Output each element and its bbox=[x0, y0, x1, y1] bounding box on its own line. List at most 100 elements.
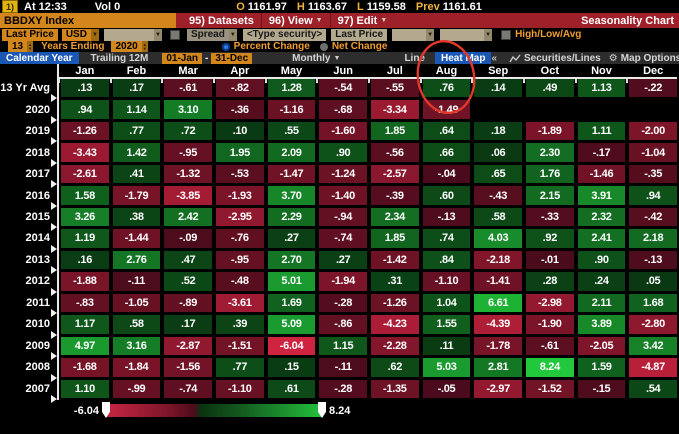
last-price-button[interactable]: Last Price bbox=[2, 28, 58, 41]
month-header-apr: Apr bbox=[213, 65, 264, 83]
tab-trailing-12m[interactable]: Trailing 12M bbox=[90, 52, 149, 64]
heatmap-cell: .62 bbox=[371, 358, 419, 377]
prev-label: Prev bbox=[415, 0, 440, 13]
high-low-avg-checkbox[interactable] bbox=[501, 29, 512, 40]
legend-max-value: 8.24 bbox=[329, 404, 351, 417]
years-ending-label: Years Ending bbox=[41, 41, 105, 52]
net-change-label: Net Change bbox=[331, 41, 388, 52]
heatmap-cell: -.11 bbox=[319, 358, 367, 377]
empty-dropdown-1[interactable]: ▼ bbox=[103, 28, 162, 41]
heatmap-cell: 3.16 bbox=[112, 336, 161, 356]
heatmap-cell: .06 bbox=[474, 143, 522, 162]
heatmap-cell: -3.85 bbox=[164, 186, 212, 205]
field-bar: Last Price USD ▼ ▼ Spread ▼ <Type security… bbox=[0, 28, 679, 41]
security-field[interactable]: BBDXY Index bbox=[0, 13, 176, 28]
menu-view[interactable]: 96) View ▼ bbox=[262, 13, 331, 28]
heatmap-cell: 1.19 bbox=[61, 229, 109, 248]
heatmap-cell: .58 bbox=[112, 315, 161, 334]
spread-dropdown[interactable]: Spread ▼ bbox=[186, 28, 237, 41]
heatmap-cell: -.28 bbox=[319, 379, 367, 398]
stepper-arrows-icon[interactable]: ▲ ▼ bbox=[27, 41, 34, 52]
tab-line[interactable]: Line bbox=[404, 52, 425, 64]
menu-datasets[interactable]: 95) Datasets bbox=[182, 13, 262, 28]
heatmap-cell: -.95 bbox=[164, 143, 212, 162]
quote-time: 12:33 bbox=[38, 0, 67, 13]
legend-min-value: -6.04 bbox=[73, 404, 99, 417]
heatmap-cell: -1.46 bbox=[577, 164, 626, 184]
heatmap-cell: -2.05 bbox=[577, 336, 626, 356]
empty-dropdown-2[interactable]: ▼ bbox=[392, 28, 435, 41]
heatmap-cell: -.09 bbox=[164, 229, 212, 248]
range-start-field[interactable]: 01-Jan bbox=[162, 52, 203, 64]
tab-heat-map[interactable]: Heat Map bbox=[435, 52, 492, 64]
heatmap-cell: -.76 bbox=[216, 229, 264, 248]
vol-label: Vol bbox=[94, 0, 112, 13]
low-value: 1159.58 bbox=[366, 0, 406, 13]
row-label: 2010 bbox=[0, 315, 57, 340]
heatmap-cell: -1.94 bbox=[319, 272, 367, 291]
heatmap-cell: 1.10 bbox=[61, 379, 109, 398]
years-stepper[interactable]: 13 ▲ ▼ bbox=[8, 41, 34, 52]
heatmap-cell: -.22 bbox=[629, 79, 677, 98]
heatmap-cell: .31 bbox=[371, 272, 419, 291]
heatmap-cell: -.53 bbox=[216, 164, 264, 184]
heatmap-cell: 1.14 bbox=[112, 100, 161, 119]
heatmap-cell: 1.85 bbox=[371, 121, 419, 141]
heatmap-cell: -1.10 bbox=[216, 379, 264, 398]
year-stepper[interactable]: 2020 ▲ ▼ bbox=[111, 41, 148, 52]
last-price-field[interactable]: Last Price bbox=[331, 28, 388, 41]
chevron-down-icon: ▼ bbox=[484, 28, 493, 41]
percent-change-radio[interactable] bbox=[221, 42, 230, 51]
heatmap-cell: -1.56 bbox=[164, 358, 212, 377]
heatmap-cell: 1.95 bbox=[216, 143, 264, 162]
heatmap-cell: .49 bbox=[526, 79, 574, 98]
month-header-feb: Feb bbox=[109, 65, 161, 83]
heatmap-cell: .77 bbox=[216, 358, 264, 377]
securities-lines-button[interactable]: Securities/Lines bbox=[509, 53, 601, 64]
gear-icon: ⚙ bbox=[608, 52, 618, 64]
axis-line-horizontal bbox=[57, 77, 677, 79]
menu-edit[interactable]: 97) Edit ▼ bbox=[337, 14, 388, 27]
currency-dropdown[interactable]: USD ▼ bbox=[61, 28, 99, 41]
heatmap-cell: 2.30 bbox=[526, 143, 574, 162]
heatmap-cell: .27 bbox=[319, 250, 367, 270]
heatmap-cell: 1.55 bbox=[422, 315, 471, 334]
legend-handle-max[interactable] bbox=[318, 402, 326, 418]
row-label: 2013 bbox=[0, 251, 57, 275]
empty-dropdown-3[interactable]: ▼ bbox=[440, 28, 493, 41]
tab-calendar-year[interactable]: Calendar Year bbox=[0, 52, 79, 64]
heatmap-cell: -.99 bbox=[112, 379, 161, 398]
heatmap-cell: 1.85 bbox=[371, 229, 419, 248]
quote-bar: 1) At 12:33 Vol 0 O 1161.97 H 1163.67 L … bbox=[0, 0, 679, 13]
heatmap-cell: -.42 bbox=[629, 207, 677, 227]
month-header-oct: Oct bbox=[523, 65, 574, 83]
type-security-input[interactable]: <Type security> bbox=[242, 28, 327, 41]
month-header-jul: Jul bbox=[368, 65, 419, 83]
heatmap-cell: 2.18 bbox=[629, 229, 677, 248]
heatmap-cell: .41 bbox=[112, 164, 161, 184]
heatmap-cell: -2.18 bbox=[474, 250, 522, 270]
heatmap-cell: -1.89 bbox=[526, 121, 574, 141]
heatmap-cell: 4.03 bbox=[474, 229, 522, 248]
chevron-down-icon: ▼ bbox=[153, 28, 162, 41]
month-header-jan: Jan bbox=[58, 65, 109, 83]
period-dropdown[interactable]: Monthly ▼ bbox=[292, 52, 341, 64]
high-value: 1163.67 bbox=[307, 0, 348, 13]
heatmap-cell: .13 bbox=[61, 79, 109, 98]
legend-handle-min[interactable] bbox=[102, 402, 110, 418]
heatmap-cell: -1.42 bbox=[371, 250, 419, 270]
heatmap-cell: -.61 bbox=[164, 79, 212, 98]
heatmap-cell: .76 bbox=[422, 79, 471, 98]
net-change-radio[interactable] bbox=[319, 42, 328, 51]
range-end-field[interactable]: 31-Dec bbox=[211, 52, 253, 64]
low-label: L bbox=[357, 0, 364, 13]
percent-change-label: Percent Change bbox=[233, 41, 310, 52]
stepper-arrows-icon[interactable]: ▲ ▼ bbox=[141, 41, 148, 52]
heatmap-cell: -3.61 bbox=[216, 293, 264, 313]
collapse-panel-button[interactable]: « bbox=[491, 52, 498, 64]
heatmap-cell bbox=[578, 100, 626, 118]
chevron-down-icon: ▼ bbox=[333, 54, 341, 62]
map-options-button[interactable]: ⚙ Map Options bbox=[608, 52, 679, 64]
heatmap-cell: 2.41 bbox=[577, 229, 626, 248]
spread-checkbox[interactable] bbox=[169, 29, 180, 40]
